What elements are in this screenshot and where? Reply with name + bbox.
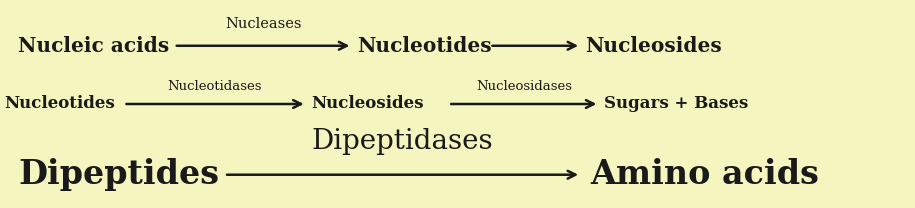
Text: Dipeptides: Dipeptides <box>18 158 220 191</box>
Text: Nucleosides: Nucleosides <box>311 95 424 113</box>
Text: Nucleosidases: Nucleosidases <box>476 79 572 93</box>
Text: Nucleosides: Nucleosides <box>586 36 722 56</box>
Text: Nucleotides: Nucleotides <box>357 36 491 56</box>
Text: Dipeptidases: Dipeptidases <box>312 128 493 155</box>
Text: Nucleases: Nucleases <box>225 17 301 31</box>
Text: Nucleic acids: Nucleic acids <box>18 36 169 56</box>
Text: Amino acids: Amino acids <box>590 158 819 191</box>
Text: Nucleotidases: Nucleotidases <box>167 79 263 93</box>
Text: Sugars + Bases: Sugars + Bases <box>604 95 748 113</box>
Text: Nucleotides: Nucleotides <box>5 95 115 113</box>
